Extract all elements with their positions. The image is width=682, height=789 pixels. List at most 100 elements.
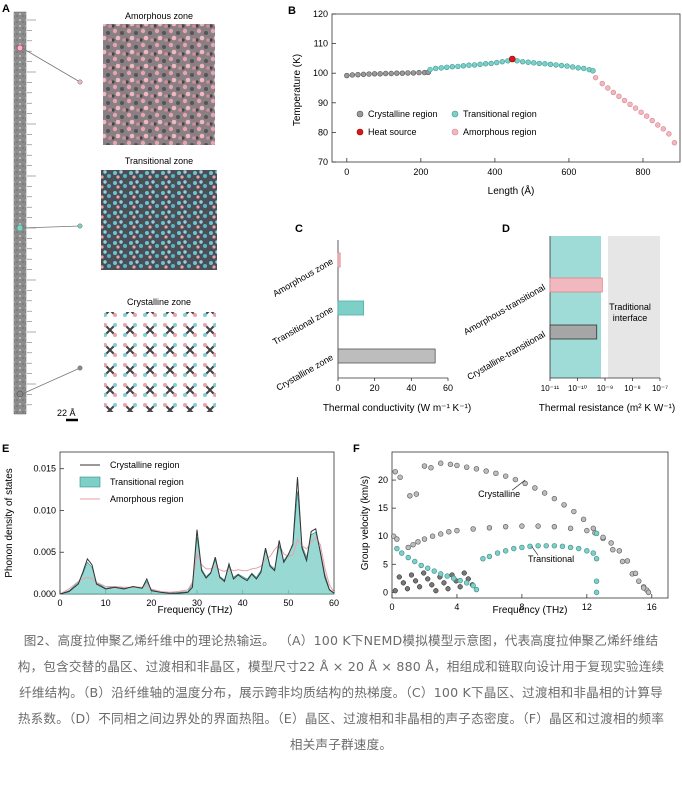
f-data-point	[541, 490, 548, 496]
f-data-point	[454, 527, 460, 534]
f-data-point	[593, 530, 600, 537]
fiber-tick-marks	[27, 19, 36, 406]
d-x-tick-label: 10⁻⁹	[597, 384, 614, 393]
d-x-axis-label: Thermal resistance (m² K W⁻¹)	[539, 403, 675, 414]
f-data-point	[551, 495, 558, 502]
b-y-tick-label: 90	[318, 98, 328, 108]
c-x-tick-label: 40	[406, 383, 416, 393]
f-data-point	[551, 523, 558, 530]
b-data-point	[627, 101, 633, 107]
f-data-point	[473, 586, 480, 593]
zone-label-transitional: Transitional zone	[125, 156, 193, 166]
b-data-point	[610, 89, 617, 96]
f-data-point	[486, 553, 493, 560]
leader-dot-amorphous	[77, 79, 83, 85]
b-data-point	[666, 131, 672, 137]
b-y-tick-label: 80	[318, 127, 328, 137]
b-data-point	[499, 58, 505, 65]
b-y-axis-label: Temperature (K)	[292, 54, 303, 126]
f-data-point	[415, 539, 421, 545]
f-data-point	[445, 586, 451, 592]
b-data-point	[542, 61, 548, 67]
f-annotation: Crystalline	[478, 489, 520, 499]
f-data-point	[463, 580, 470, 586]
d-category-label: Amorphous-transitional	[462, 282, 547, 337]
e-y-tick-label: 0.000	[33, 589, 56, 599]
f-data-point	[512, 476, 519, 483]
f-data-point	[412, 578, 419, 584]
f-data-point	[444, 573, 450, 579]
c-bar	[337, 348, 436, 364]
d-traditional-band	[608, 236, 660, 378]
leader-line-crystalline	[21, 367, 81, 395]
panel-b: B 0 200 400 600 800 70 80 90 100 110 120 Crystalli…	[288, 5, 681, 197]
b-y-tick-label: 70	[318, 157, 328, 167]
f-data-point	[473, 466, 480, 472]
e-x-tick-label: 40	[238, 598, 248, 608]
f-data-point	[494, 550, 501, 556]
e-legend-swatch	[79, 476, 101, 488]
f-data-point	[394, 545, 400, 552]
b-data-point	[399, 70, 406, 76]
e-y-tick-label: 0.010	[33, 505, 56, 515]
b-data-point	[494, 59, 500, 66]
d-x-tick-label: 10⁻¹⁰	[568, 384, 587, 393]
f-annotation-arrow	[531, 546, 539, 556]
f-data-point	[584, 527, 590, 534]
d-x-tick-label: 10⁻⁷	[652, 384, 668, 393]
f-data-point	[418, 562, 424, 569]
f-data-point	[457, 584, 463, 590]
b-legend-label: Heat source	[368, 127, 417, 137]
b-data-point	[638, 109, 644, 115]
b-data-point	[432, 65, 439, 72]
f-data-point	[470, 526, 476, 532]
e-y-tick-label: 0.015	[33, 464, 56, 474]
f-data-point	[429, 533, 436, 539]
f-data-point	[567, 525, 574, 532]
d-annotation-line1: Traditional	[609, 302, 651, 312]
b-data-point	[519, 58, 526, 65]
f-data-point	[608, 540, 614, 546]
b-data-point	[444, 64, 450, 70]
b-data-point	[564, 63, 570, 69]
b-data-point	[531, 60, 537, 66]
c-category-label: Transitional zone	[271, 304, 335, 347]
phonon-dos-legend: Crystalline region Transitional region Amo…	[79, 460, 184, 504]
f-data-point	[438, 531, 444, 537]
f-data-point	[543, 543, 549, 549]
e-y-axis-label: Phonon density of states	[4, 468, 15, 578]
b-legend-swatch	[356, 128, 364, 136]
f-x-tick-label: 4	[454, 602, 459, 612]
f-data-point	[421, 463, 428, 469]
b-data-point	[536, 60, 543, 67]
f-data-point	[392, 468, 398, 475]
f-y-tick-label: 15	[378, 503, 388, 513]
b-data-point	[575, 65, 581, 71]
b-data-point	[360, 71, 367, 78]
d-x-tick-label: 10⁻¹¹	[541, 384, 560, 393]
c-category-label: Crystalline zone	[275, 352, 335, 393]
b-data-point	[394, 70, 400, 76]
f-data-point	[593, 578, 600, 584]
f-data-point	[559, 543, 566, 550]
b-data-point	[477, 61, 483, 68]
f-data-point	[405, 544, 411, 551]
b-legend-swatch	[451, 110, 459, 118]
b-data-point	[449, 63, 456, 70]
panel-letter-c: C	[295, 223, 303, 235]
zone-label-amorphous: Amorphous zone	[125, 11, 193, 21]
d-interface-band	[550, 236, 601, 378]
f-x-axis-label: Frequency (THz)	[492, 605, 567, 616]
f-data-point	[624, 558, 631, 564]
f-data-point	[632, 570, 639, 576]
e-x-tick-label: 50	[283, 598, 293, 608]
c-x-tick-label: 60	[443, 383, 453, 393]
e-series-line	[59, 477, 335, 595]
c-x-axis-label: Thermal conductivity (W m⁻¹ K⁻¹)	[323, 403, 471, 414]
b-data-point	[482, 61, 489, 67]
c-x-tick-label: 0	[335, 383, 340, 393]
b-data-point	[660, 126, 667, 132]
f-data-point	[405, 554, 411, 561]
b-data-point	[581, 65, 587, 72]
f-data-point	[457, 577, 463, 584]
